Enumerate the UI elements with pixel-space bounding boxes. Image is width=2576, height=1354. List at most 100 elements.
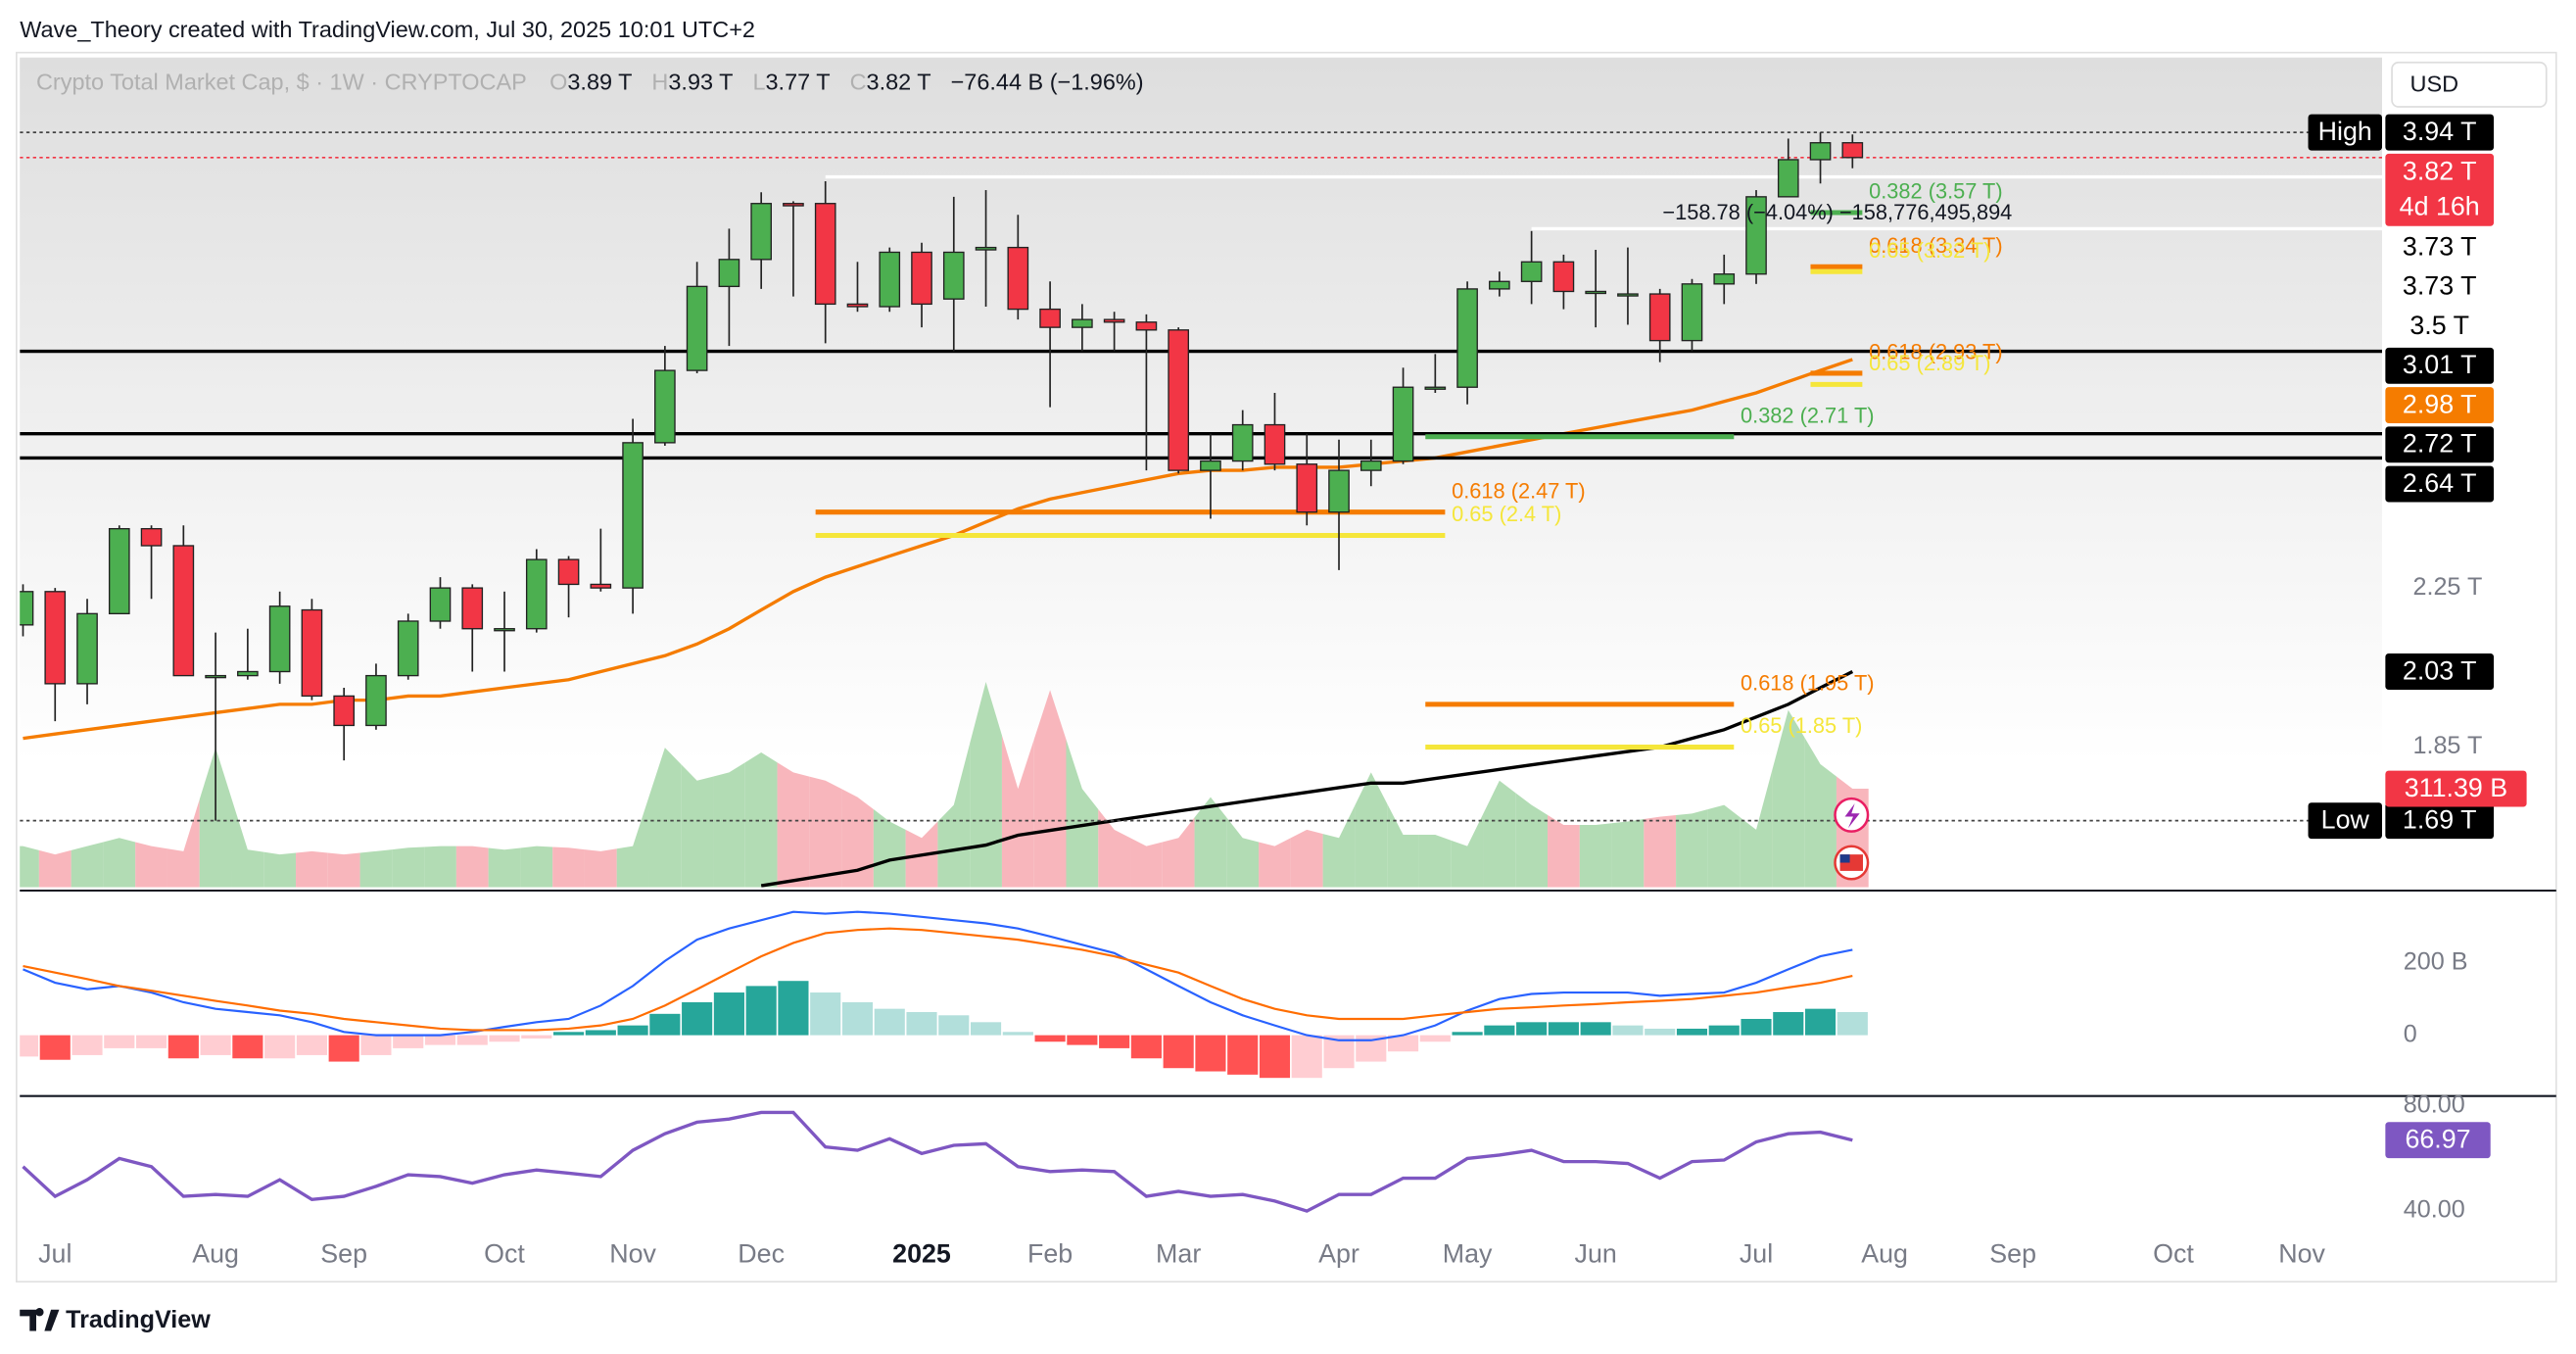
volume-area xyxy=(392,846,425,888)
price-tag xyxy=(2385,268,2495,306)
fib-label: 0.65 (2.89 T) xyxy=(1869,351,1990,375)
macd-histogram-bar xyxy=(617,1025,648,1036)
y-tick-label: 1.85 T xyxy=(2412,732,2482,759)
macd-histogram-bar xyxy=(1099,1035,1130,1048)
volume-area xyxy=(1579,823,1612,888)
fib-label: 0.65 (3.32 T) xyxy=(1869,238,1990,263)
volume-area xyxy=(1033,690,1067,888)
price-tag xyxy=(2385,114,2495,151)
x-tick-label: Apr xyxy=(1318,1238,1360,1268)
candle-body xyxy=(557,558,580,586)
price-tag-label: 3.94 T xyxy=(2403,117,2477,146)
candle-body xyxy=(301,608,323,698)
volume-area xyxy=(424,846,456,888)
macd-histogram-bar xyxy=(1387,1035,1419,1052)
candle-body xyxy=(1103,318,1125,323)
ohlc-value: 3.93 T xyxy=(668,70,733,95)
x-tick-label: Sep xyxy=(320,1238,367,1268)
candle-body xyxy=(172,545,195,677)
tags-layer: 3.94 T High 3.82 T 4d 16h 3.73 T 3.73 T 3.5 T 3… xyxy=(2308,114,2527,1159)
volume-area xyxy=(681,763,714,888)
macd-histogram-bar xyxy=(1837,1011,1868,1036)
currency-button[interactable] xyxy=(2391,61,2548,108)
macd-histogram-bar xyxy=(1130,1035,1162,1059)
x-tick-label: Feb xyxy=(1027,1238,1073,1268)
candle-body xyxy=(1231,423,1254,462)
volume-area xyxy=(584,848,617,888)
candle-body xyxy=(333,695,356,727)
fib-label: 0.618 (1.95 T) xyxy=(1741,671,1875,696)
price-tag-label: 3.01 T xyxy=(2403,350,2477,379)
price-tag-label: 3.73 T xyxy=(2403,231,2477,261)
macd-histogram-bar xyxy=(72,1035,103,1055)
candle-body xyxy=(911,251,932,306)
volume-area xyxy=(1804,737,1837,888)
volume-area xyxy=(20,846,39,888)
candle-body xyxy=(1617,293,1639,297)
candle-body xyxy=(1264,423,1286,465)
macd-histogram-bar xyxy=(1484,1025,1515,1036)
x-tick-label: Jul xyxy=(38,1238,72,1268)
x-tick-label: Jun xyxy=(1575,1238,1617,1268)
ohlc-key: H xyxy=(651,70,668,95)
x-tick-label: Dec xyxy=(738,1238,785,1268)
macd-histogram-bar xyxy=(167,1035,199,1059)
volume-area xyxy=(1740,769,1773,888)
y-tick-label: 2.25 T xyxy=(2412,573,2482,601)
volume-area xyxy=(38,849,72,888)
macd-histogram-bar xyxy=(778,981,809,1036)
price-tag-label: 1.69 T xyxy=(2403,805,2477,835)
x-tick-label: 2025 xyxy=(892,1238,951,1268)
candle-body xyxy=(494,628,515,632)
fib-label: 0.382 (3.57 T) xyxy=(1869,179,2003,204)
candle-body xyxy=(975,246,997,251)
macd-histogram-bar xyxy=(585,1030,616,1036)
volume-area xyxy=(1548,814,1580,888)
price-tag xyxy=(2385,802,2495,840)
currency-label: USD xyxy=(2410,71,2459,96)
candle-body xyxy=(1007,246,1029,311)
x-tick-label: Oct xyxy=(2153,1238,2194,1268)
footer-brand: TradingView xyxy=(66,1306,211,1333)
ohlc-key: O xyxy=(549,70,567,95)
volume-area xyxy=(135,842,167,888)
volume-tag-label: 311.39 B xyxy=(2405,773,2507,802)
x-tick-label: Mar xyxy=(1156,1238,1201,1268)
macd-histogram-bar xyxy=(360,1035,392,1055)
event-icon-glyph xyxy=(1844,803,1860,829)
volume-area xyxy=(744,752,778,888)
macd-histogram-bar xyxy=(1708,1025,1740,1036)
volume-area xyxy=(1001,735,1034,888)
volume-area xyxy=(1772,709,1805,888)
price-tag xyxy=(2385,387,2495,423)
macd-histogram-bar xyxy=(1419,1035,1451,1042)
price-tag-label: 2.03 T xyxy=(2403,655,2477,685)
candle-body xyxy=(268,605,291,673)
price-tag-label: 2.72 T xyxy=(2403,429,2477,459)
macd-histogram-bar xyxy=(1195,1035,1226,1072)
volume-area xyxy=(809,776,842,888)
candle-body xyxy=(1072,318,1093,328)
macd-histogram-bar xyxy=(424,1035,456,1045)
macd-histogram-bar xyxy=(489,1035,520,1042)
price-tag xyxy=(2385,653,2495,690)
volume-area xyxy=(713,762,745,888)
fib-label: 0.65 (1.85 T) xyxy=(1741,713,1862,738)
macd-histogram-bar xyxy=(1580,1022,1611,1036)
candle-body xyxy=(76,612,98,685)
rsi-line xyxy=(22,1110,1853,1213)
macd-histogram-bar xyxy=(20,1035,39,1057)
volume-area xyxy=(1515,793,1549,888)
volume-area xyxy=(1451,813,1484,888)
symbol-title: Crypto Total Market Cap, $ · 1W · CRYPTO… xyxy=(36,70,527,95)
macd-histogram-bar xyxy=(200,1035,231,1055)
macd-histogram-bar xyxy=(1227,1035,1259,1075)
price-tag xyxy=(2385,153,2495,226)
macd-histogram-bar xyxy=(552,1032,585,1036)
volume-area xyxy=(1355,772,1388,888)
fib-label: 0.618 (3.34 T) xyxy=(1869,233,2003,258)
volume-area xyxy=(359,849,393,888)
macd-histogram-bar xyxy=(1002,1032,1033,1036)
volume-area xyxy=(1066,739,1099,888)
volume-area xyxy=(873,809,906,888)
